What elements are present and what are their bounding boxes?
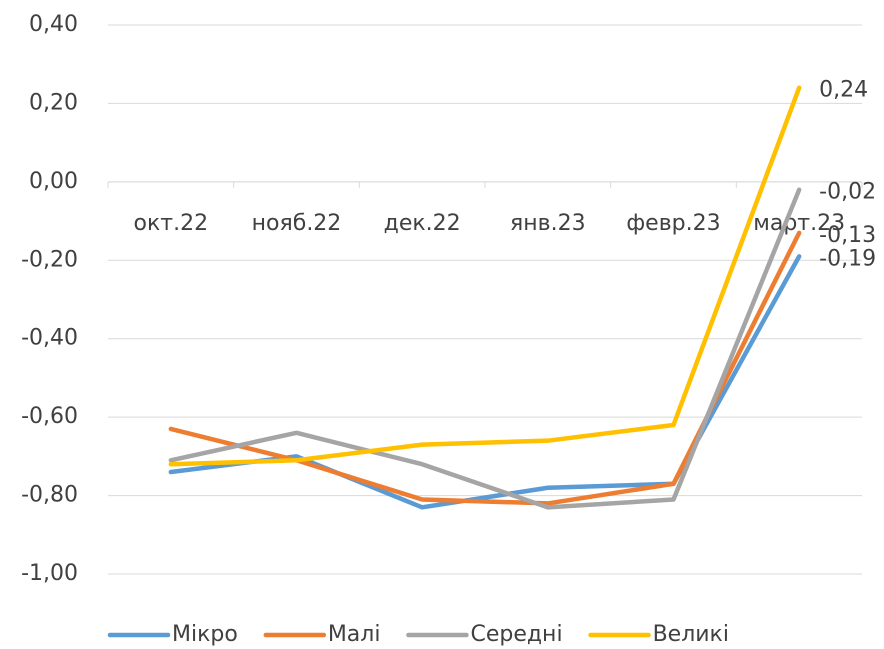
x-tick-label: янв.23: [510, 211, 586, 236]
series-line: [168, 85, 802, 467]
x-tick-label: февр.23: [626, 211, 720, 236]
series-line: [168, 187, 802, 510]
y-tick-label: -0,40: [21, 326, 78, 351]
x-tick-label: окт.22: [134, 211, 209, 236]
x-tick-label: нояб.22: [252, 211, 342, 236]
y-tick-label: 0,20: [29, 90, 78, 115]
data-label: 0,24: [819, 78, 868, 103]
data-label: -0,02: [819, 180, 876, 205]
y-tick-label: -0,80: [21, 483, 78, 508]
y-tick-label: -0,20: [21, 247, 78, 272]
legend-label: Мікро: [172, 622, 238, 647]
series-line: [168, 254, 802, 510]
x-tick-label: дек.22: [384, 211, 461, 236]
y-tick-label: -0,60: [21, 404, 78, 429]
data-label: -0,13: [819, 223, 876, 248]
legend-label: Середні: [470, 622, 562, 647]
legend-label: Малі: [328, 622, 381, 647]
y-tick-label: -1,00: [21, 561, 78, 586]
y-tick-label: 0,40: [29, 12, 78, 37]
legend-label: Великі: [653, 622, 729, 647]
data-label: -0,19: [819, 246, 876, 271]
y-tick-label: 0,00: [29, 169, 78, 194]
